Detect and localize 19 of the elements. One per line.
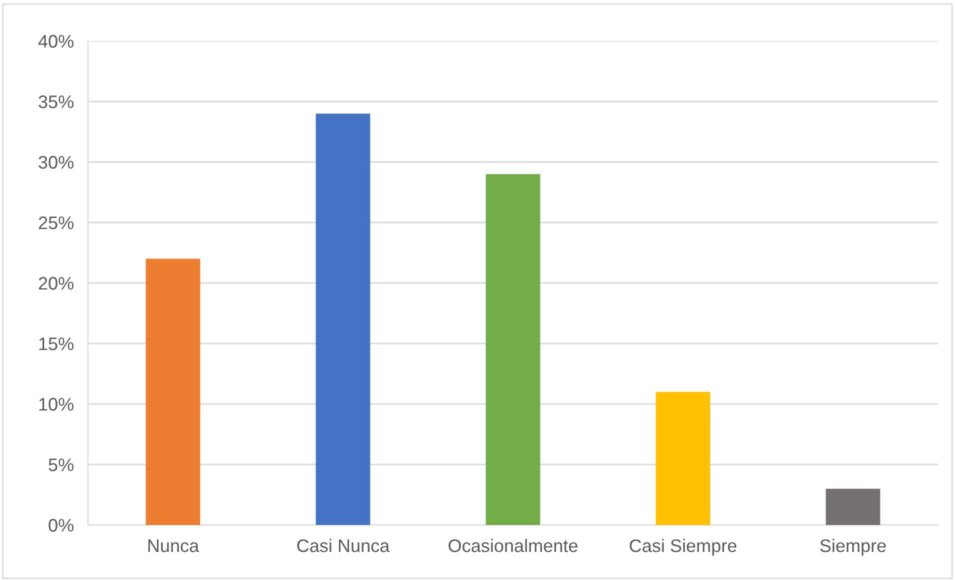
y-tick-label: 40% — [38, 34, 74, 48]
bar — [486, 174, 540, 525]
y-tick-label: 20% — [38, 276, 74, 290]
y-tick-label: 15% — [39, 338, 74, 350]
x-tick-label: Casi Siempre — [630, 538, 736, 556]
y-tick-label: 30% — [38, 156, 74, 169]
x-tick-label: Siempre — [820, 538, 886, 556]
bar — [316, 114, 370, 525]
bar — [826, 488, 880, 525]
y-tick-label: 25% — [38, 216, 74, 230]
x-tick-label: Casi Nunca — [297, 538, 390, 552]
y-tick-label: 10% — [39, 398, 74, 411]
y-tick-label: 5% — [48, 458, 74, 472]
bar — [146, 258, 200, 525]
y-tick-label: 35% — [38, 95, 74, 108]
y-tick-label: 0% — [48, 518, 74, 532]
x-tick-label: Ocasionalmente — [448, 538, 578, 552]
x-tick-label: Nunca — [148, 540, 200, 552]
bar — [656, 392, 710, 525]
